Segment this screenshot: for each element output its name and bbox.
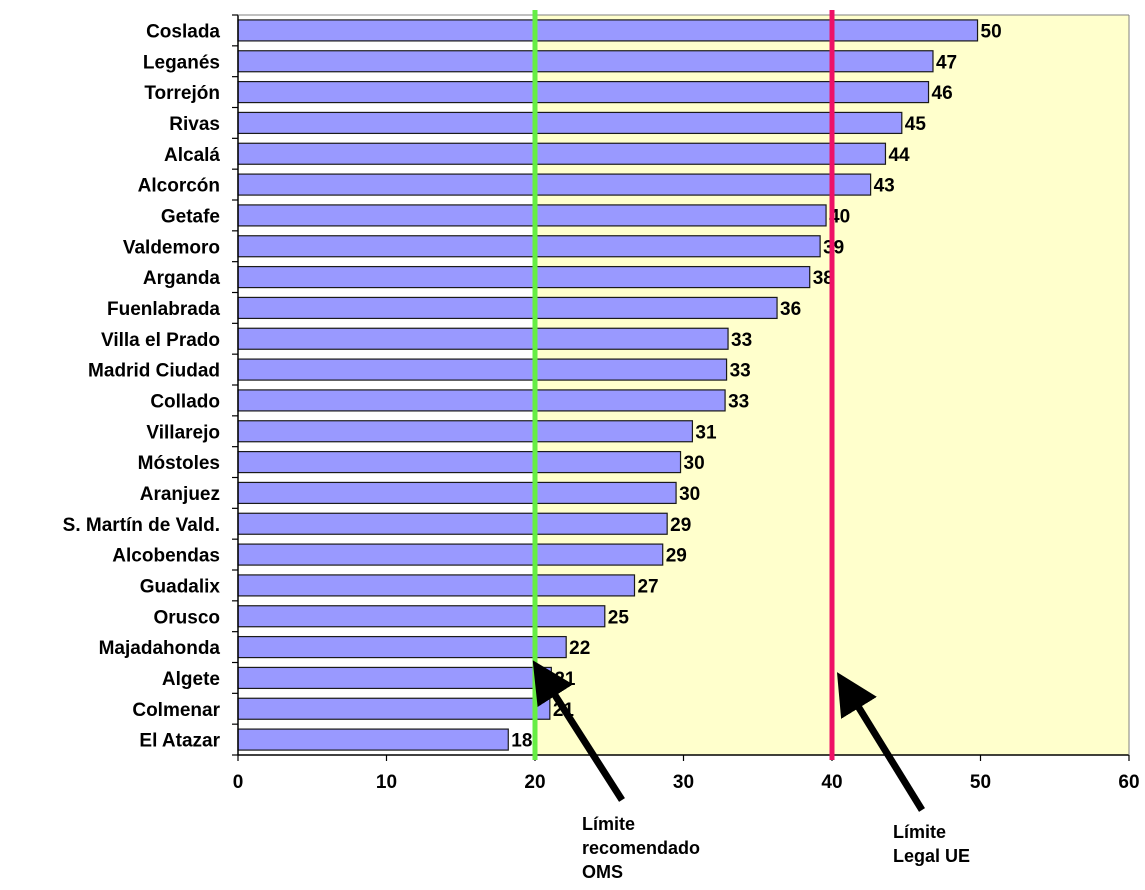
data-label-11: 33 bbox=[730, 361, 751, 382]
value-labels-group: 5047464544434039383633333331303029292725… bbox=[511, 21, 1001, 751]
category-label-14: Móstoles bbox=[138, 453, 220, 474]
bar-5 bbox=[237, 173, 872, 196]
category-label-17: Alcobendas bbox=[112, 546, 220, 567]
data-label-9: 36 bbox=[780, 299, 801, 320]
bar-8 bbox=[237, 265, 811, 289]
annotation-line-1-1: Legal UE bbox=[893, 846, 970, 866]
annotations-group: Límite recomendado OMS Límite Legal UE bbox=[532, 660, 970, 882]
bar-7 bbox=[237, 235, 821, 258]
bar-15 bbox=[237, 481, 677, 505]
x-tick-label-5: 50 bbox=[970, 772, 991, 793]
x-tick-label-3: 30 bbox=[673, 772, 694, 793]
category-label-7: Valdemoro bbox=[123, 237, 220, 258]
data-label-8: 38 bbox=[813, 268, 834, 289]
category-label-6: Getafe bbox=[161, 206, 220, 227]
bar-11 bbox=[237, 358, 728, 381]
annotation-line-1-0: Límite bbox=[893, 822, 946, 842]
bar-1 bbox=[237, 50, 934, 73]
annotation-line-0-2: OMS bbox=[582, 862, 623, 882]
category-label-10: Villa el Prado bbox=[101, 330, 220, 351]
annotation-line-0-0: Límite bbox=[582, 814, 635, 834]
category-label-11: Madrid Ciudad bbox=[88, 361, 220, 382]
data-label-13: 31 bbox=[695, 422, 717, 443]
data-label-20: 22 bbox=[569, 638, 590, 659]
annotation-arrow-1 bbox=[836, 672, 925, 812]
data-label-19: 25 bbox=[608, 607, 630, 628]
bar-14 bbox=[237, 450, 682, 474]
category-label-5: Alcorcón bbox=[138, 176, 220, 197]
category-label-0: Coslada bbox=[146, 21, 220, 42]
data-label-17: 29 bbox=[666, 546, 687, 567]
data-label-16: 29 bbox=[670, 515, 691, 536]
bar-0 bbox=[237, 19, 979, 42]
category-label-20: Majadahonda bbox=[99, 638, 221, 659]
reference-lines-group bbox=[532, 10, 835, 760]
annotation-arrow-0 bbox=[532, 660, 625, 802]
category-label-4: Alcalá bbox=[164, 145, 220, 166]
data-label-5: 43 bbox=[874, 176, 895, 197]
bar-21 bbox=[237, 666, 552, 690]
category-label-12: Collado bbox=[150, 391, 220, 412]
annotation-text-1: Límite Legal UE bbox=[893, 822, 970, 866]
category-label-15: Aranjuez bbox=[140, 484, 220, 505]
data-label-10: 33 bbox=[731, 330, 752, 351]
data-label-2: 46 bbox=[932, 83, 953, 104]
x-tick-label-0: 0 bbox=[233, 772, 244, 793]
category-label-21: Algete bbox=[162, 669, 220, 690]
x-tick-label-2: 20 bbox=[524, 772, 545, 793]
bar-13 bbox=[237, 420, 694, 443]
category-label-22: Colmenar bbox=[132, 700, 220, 721]
data-label-0: 50 bbox=[981, 21, 1002, 42]
category-label-18: Guadalix bbox=[140, 576, 221, 597]
category-label-3: Rivas bbox=[169, 114, 220, 135]
bar-4 bbox=[237, 142, 887, 165]
bar-18 bbox=[237, 574, 636, 597]
data-label-23: 18 bbox=[511, 731, 532, 752]
category-labels-group: Coslada Leganés Torrejón Rivas Alcalá Alcorcó… bbox=[63, 21, 221, 751]
x-tick-label-6: 60 bbox=[1118, 772, 1139, 793]
bar-9 bbox=[237, 296, 778, 320]
x-tick-label-1: 10 bbox=[376, 772, 397, 793]
bar-12 bbox=[237, 389, 726, 412]
bar-2 bbox=[237, 80, 930, 104]
data-label-14: 30 bbox=[684, 453, 705, 474]
data-label-18: 27 bbox=[637, 576, 658, 597]
category-label-9: Fuenlabrada bbox=[107, 299, 220, 320]
category-label-8: Arganda bbox=[143, 268, 221, 289]
data-label-3: 45 bbox=[905, 114, 927, 135]
category-label-16: S. Martín de Vald. bbox=[63, 515, 220, 536]
data-label-21: 21 bbox=[554, 669, 576, 690]
bar-22 bbox=[237, 697, 551, 720]
bar-16 bbox=[237, 512, 668, 535]
x-tick-label-4: 40 bbox=[821, 772, 842, 793]
bar-19 bbox=[237, 605, 606, 628]
category-label-13: Villarejo bbox=[146, 422, 220, 443]
data-label-12: 33 bbox=[728, 391, 749, 412]
bar-6 bbox=[237, 204, 827, 227]
category-label-1: Leganés bbox=[143, 52, 220, 73]
bar-10 bbox=[237, 327, 729, 350]
bar-23 bbox=[237, 728, 509, 751]
bar-20 bbox=[237, 635, 567, 659]
bar-3 bbox=[237, 111, 903, 135]
data-label-15: 30 bbox=[679, 484, 700, 505]
axes-group: 0 10 20 30 40 50 60 bbox=[232, 14, 1140, 793]
annotation-line-0-1: recomendado bbox=[582, 838, 700, 858]
category-label-19: Orusco bbox=[153, 607, 220, 628]
bar-17 bbox=[237, 543, 664, 566]
category-label-2: Torrejón bbox=[144, 83, 220, 104]
data-label-1: 47 bbox=[936, 52, 957, 73]
category-label-23: El Atazar bbox=[139, 731, 220, 752]
annotation-text-0: Límite recomendado OMS bbox=[582, 814, 700, 882]
data-label-4: 44 bbox=[888, 145, 910, 166]
